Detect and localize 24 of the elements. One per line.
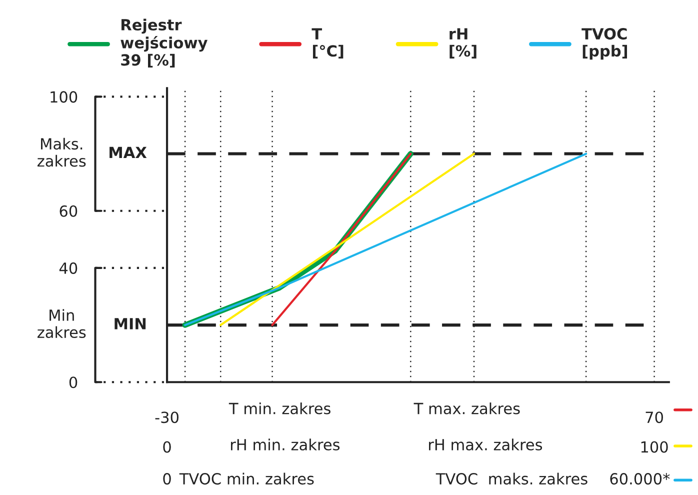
ref-line-label: MAX xyxy=(110,146,147,158)
text: TVOC min. zakres xyxy=(179,472,314,485)
legend-label: Rejestr wejściowy 39 [%] xyxy=(120,18,208,68)
text: Min zakres xyxy=(38,309,86,338)
y-tick-label: 100 xyxy=(50,91,78,103)
x-tick-label: -30 xyxy=(155,412,178,424)
text: T max. zakres xyxy=(414,402,520,414)
x2-tick-label: 0 xyxy=(163,441,171,453)
text: 0 xyxy=(163,473,171,485)
y-tick-label: 40 xyxy=(59,262,78,274)
y-tick-label: 60 xyxy=(60,205,78,217)
text: TVOC maks. zakres xyxy=(436,472,588,485)
x-tick-label: 70 xyxy=(646,412,663,424)
legend-label: rH [%] xyxy=(450,28,476,58)
text: Maks. zakres xyxy=(38,138,86,167)
text: 60.000* xyxy=(610,473,670,485)
text: T min. zakres xyxy=(228,402,330,414)
text: rH max. zakres xyxy=(429,438,542,450)
legend-label: TVOC [ppb] xyxy=(582,28,627,60)
text: rH min. zakres xyxy=(230,438,340,450)
ref-line-label: MIN xyxy=(114,318,146,330)
legend-label: T [°C] xyxy=(312,28,344,58)
x2-tick-label: 100 xyxy=(641,441,668,453)
y-tick-label: 0 xyxy=(69,376,78,388)
